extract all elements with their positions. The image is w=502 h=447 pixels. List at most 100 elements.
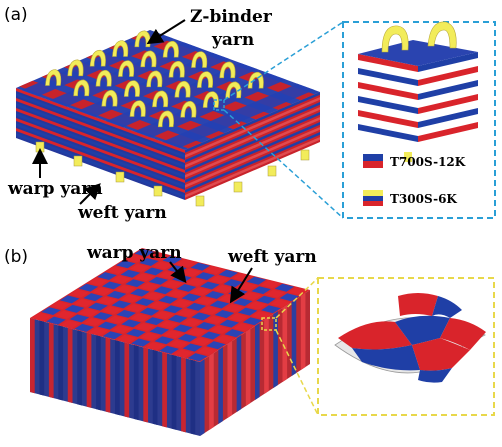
cell-binder-1 <box>381 25 409 53</box>
weave-cell <box>106 266 127 275</box>
weave-cell <box>129 263 150 272</box>
legend: T700S-12K T300S-6K <box>363 154 466 206</box>
weave-cell <box>148 276 169 285</box>
weave-cell <box>163 305 183 314</box>
right-ply <box>245 329 251 406</box>
weave-cell <box>186 327 207 336</box>
front-ply <box>58 325 64 401</box>
panel-b: (b) warp yarn weft yarn <box>4 243 495 436</box>
unit-weft-1 <box>338 321 412 350</box>
cell-right-layer <box>418 52 478 72</box>
weave-cell <box>149 326 170 335</box>
weave-cell <box>260 280 281 289</box>
weave-cell <box>204 266 225 275</box>
front-stripe <box>16 93 185 158</box>
right-ply-stripes <box>200 293 306 436</box>
weave-cell <box>187 353 208 362</box>
weave-cell <box>120 269 141 278</box>
weave-cell <box>195 296 216 305</box>
weave-cell <box>145 342 165 351</box>
weave-cell <box>92 312 113 321</box>
weave-cell <box>210 325 230 334</box>
front-stripe <box>16 128 185 193</box>
weave-cell <box>158 295 178 304</box>
right-ply <box>264 317 269 394</box>
front-ply <box>96 335 101 411</box>
weave-cell <box>186 302 207 311</box>
weave-cell <box>101 281 122 290</box>
right-ply <box>291 299 297 376</box>
weave-cell <box>111 275 131 284</box>
front-ply <box>124 342 130 418</box>
weave-cell <box>134 273 155 282</box>
weave-cell <box>143 267 164 276</box>
legend-swatch-blue-2 <box>363 196 383 201</box>
legend-swatch-red-2 <box>363 201 383 206</box>
weave-cell <box>60 320 80 329</box>
right-stripe <box>185 117 320 178</box>
weave-cell <box>200 281 220 290</box>
panel-b-preform <box>30 248 310 436</box>
weave-cell <box>256 295 276 304</box>
right-stripe <box>185 102 320 163</box>
front-ply <box>77 330 82 406</box>
weave-cell <box>181 293 202 302</box>
legend-swatch-yellow-2 <box>363 190 383 196</box>
panel-a-zoom: T700S-12K T300S-6K <box>213 21 496 219</box>
unit-weft-2 <box>440 318 486 350</box>
weave-cell <box>274 283 295 292</box>
weave-cell <box>116 334 137 343</box>
weave-cell <box>102 306 122 315</box>
right-stripe <box>185 92 320 153</box>
weave-cell <box>69 289 89 298</box>
binder-loop <box>129 100 146 117</box>
weave-cell <box>251 286 271 295</box>
weave-cell <box>31 312 52 321</box>
front-ply <box>133 344 139 421</box>
warp-yarn-arrow-b <box>169 261 187 284</box>
weave-cell <box>201 331 221 340</box>
weave-cell <box>55 310 76 319</box>
binder-loop <box>196 71 214 88</box>
bottom-tab <box>153 185 163 197</box>
weave-cell <box>111 300 132 309</box>
zoom-line-top-b <box>275 277 319 319</box>
weave-cell <box>228 313 249 322</box>
bottom-tab <box>73 155 83 167</box>
weave-cell <box>144 317 165 326</box>
front-ply <box>181 357 186 433</box>
bottom-tab <box>233 181 243 193</box>
weave-cell <box>261 305 281 314</box>
weave-cell <box>115 260 136 269</box>
zoom-source-marker-b <box>261 317 277 331</box>
weave-cell <box>237 307 258 316</box>
weave-cell <box>134 248 155 257</box>
cell-binder-2 <box>427 21 457 49</box>
weave-cell <box>288 287 309 296</box>
cell-right-layer <box>418 108 478 128</box>
weave-cell <box>218 269 239 278</box>
weave-cell <box>182 318 202 327</box>
weave-cell <box>88 327 109 336</box>
right-stripe <box>185 132 320 193</box>
weave-cell <box>200 306 221 315</box>
binder-loop <box>168 60 185 78</box>
weave-cell <box>190 262 211 271</box>
weave-cell <box>153 261 173 270</box>
front-ply <box>105 337 111 413</box>
right-stripe <box>185 122 320 183</box>
weave-cell <box>125 303 146 312</box>
binder-loop <box>191 51 208 68</box>
front-ply <box>48 322 54 399</box>
weave-cell <box>176 259 197 268</box>
right-stripe <box>185 107 320 168</box>
cell-front-layer <box>358 110 418 128</box>
weave-cell <box>130 313 151 322</box>
binder-loop <box>140 50 157 68</box>
right-ply <box>255 323 260 400</box>
weave-cell <box>126 328 146 337</box>
weave-cell <box>214 285 234 294</box>
front-stripe <box>16 108 185 173</box>
weft-yarn-label-a: weft yarn <box>77 203 167 223</box>
unit-warp-1 <box>395 315 450 345</box>
